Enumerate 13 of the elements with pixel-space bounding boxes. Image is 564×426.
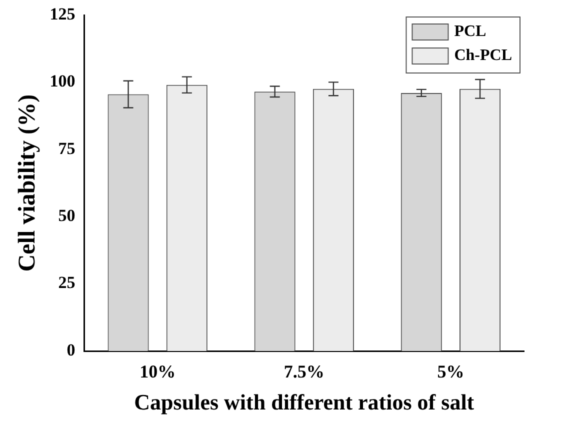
y-tick-label: 50 [58,206,76,225]
legend-label: Ch-PCL [454,47,512,64]
x-tick-label: 7.5% [284,361,324,382]
y-tick-label: 0 [66,340,76,360]
legend-label: PCL [454,23,486,40]
y-tick-label: 125 [50,4,76,24]
y-tick-label: 75 [58,138,76,158]
y-axis-title: Cell viability (%) [14,94,41,272]
y-tick-label: 100 [50,72,76,91]
y-tick-label: 25 [58,273,76,292]
x-tick-label: 10% [140,361,176,382]
x-tick-label: 5% [437,361,464,382]
x-axis-title: Capsules with different ratios of salt [134,389,475,414]
